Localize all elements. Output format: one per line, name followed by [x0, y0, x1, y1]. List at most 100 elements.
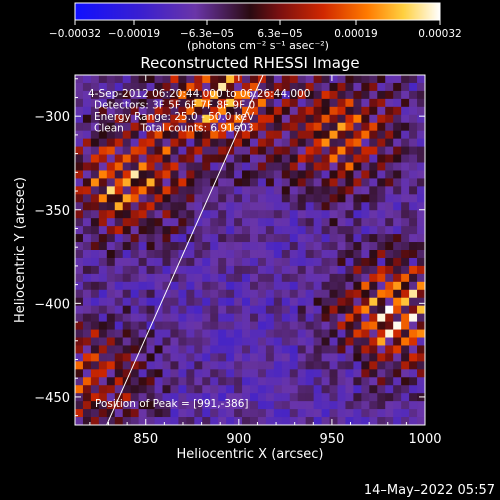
heatmap-cell: [178, 178, 187, 187]
heatmap-cell: [273, 98, 283, 108]
heatmap-cell: [377, 218, 386, 227]
heatmap-cell: [321, 106, 330, 116]
heatmap-cell: [82, 273, 92, 283]
heatmap-cell: [313, 257, 322, 267]
heatmap-cell: [186, 345, 195, 354]
heatmap-cell: [369, 90, 378, 100]
heatmap-cell: [281, 250, 291, 259]
heatmap-cell: [234, 90, 243, 100]
heatmap-cell: [90, 401, 100, 410]
heatmap-cell: [289, 273, 299, 283]
heatmap-cell: [377, 75, 386, 84]
heatmap-cell: [162, 98, 171, 108]
heatmap-cell: [194, 170, 203, 179]
heatmap-cell: [281, 393, 291, 402]
heatmap-cell: [122, 353, 132, 362]
heatmap-cell: [218, 210, 227, 219]
heatmap-cell: [162, 234, 171, 243]
heatmap-cell: [226, 377, 235, 386]
heatmap-cell: [178, 297, 187, 307]
heatmap-cell: [202, 146, 211, 155]
heatmap-cell: [106, 281, 116, 291]
heatmap-cell: [265, 321, 275, 330]
heatmap-cell: [170, 75, 179, 84]
heatmap-cell: [178, 401, 187, 410]
heatmap-cell: [321, 297, 330, 307]
heatmap-cell: [90, 337, 100, 346]
heatmap-cell: [210, 242, 219, 251]
heatmap-cell: [194, 289, 203, 299]
heatmap-cell: [218, 194, 227, 203]
heatmap-cell: [257, 178, 267, 187]
heatmap-cell: [162, 226, 171, 235]
heatmap-cell: [186, 297, 195, 307]
heatmap-cell: [369, 106, 378, 116]
heatmap-cell: [98, 345, 108, 354]
heatmap-cell: [194, 90, 203, 100]
heatmap-cell: [146, 218, 155, 227]
heatmap-cell: [146, 226, 155, 235]
heatmap-cell: [242, 289, 251, 299]
heatmap-cell: [170, 170, 179, 179]
heatmap-cell: [162, 162, 171, 171]
heatmap-cell: [281, 417, 291, 425]
heatmap-cell: [122, 409, 132, 418]
heatmap-cell: [337, 345, 346, 354]
heatmap-cell: [369, 337, 378, 346]
heatmap-cell: [162, 170, 171, 179]
heatmap-cell: [345, 242, 354, 251]
heatmap-cell: [289, 242, 299, 251]
heatmap-cell: [234, 138, 243, 147]
heatmap-cell: [353, 385, 362, 394]
heatmap-cell: [106, 178, 116, 187]
heatmap-cell: [202, 289, 211, 299]
heatmap-cell: [321, 265, 330, 275]
heatmap-cell: [98, 234, 108, 243]
heatmap-cell: [393, 401, 402, 410]
heatmap-cell: [297, 146, 307, 155]
colorbar-tick-label: −6.3e−05: [180, 28, 234, 40]
heatmap-cell: [297, 417, 307, 425]
heatmap-cell: [401, 409, 410, 418]
heatmap-cell: [305, 75, 315, 84]
heatmap-cell: [409, 393, 418, 402]
heatmap-cell: [98, 361, 108, 370]
heatmap-cell: [345, 154, 354, 163]
heatmap-cell: [250, 385, 259, 394]
heatmap-cell: [409, 98, 418, 108]
heatmap-cell: [90, 218, 100, 227]
heatmap-cell: [297, 130, 307, 140]
heatmap-cell: [321, 98, 330, 108]
heatmap-cell: [417, 90, 425, 100]
heatmap-cell: [226, 90, 235, 100]
heatmap-cell: [138, 202, 147, 211]
heatmap-cell: [250, 82, 259, 92]
heatmap-cell: [75, 186, 84, 195]
heatmap-cell: [162, 281, 171, 291]
heatmap-cell: [369, 82, 378, 92]
heatmap-cell: [170, 305, 179, 315]
heatmap-cell: [106, 122, 116, 132]
heatmap-cell: [321, 257, 330, 267]
heatmap-cell: [417, 265, 425, 275]
heatmap-cell: [162, 75, 171, 84]
heatmap-cell: [377, 138, 386, 147]
heatmap-cell: [281, 289, 291, 299]
heatmap-cell: [218, 170, 227, 179]
heatmap-cell: [409, 281, 418, 291]
heatmap-cell: [321, 377, 330, 386]
heatmap-cell: [417, 114, 425, 124]
heatmap-cell: [130, 305, 140, 315]
heatmap-cell: [186, 281, 195, 291]
heatmap-cell: [218, 329, 227, 338]
heatmap-cell: [369, 186, 378, 195]
heatmap-cell: [313, 305, 322, 315]
heatmap-cell: [289, 305, 299, 315]
heatmap-cell: [122, 345, 132, 354]
heatmap-cell: [130, 138, 140, 147]
heatmap-cell: [146, 289, 155, 299]
heatmap-cell: [210, 122, 219, 132]
heatmap-cell: [393, 393, 402, 402]
heatmap-cell: [210, 114, 219, 124]
heatmap-cell: [361, 154, 370, 163]
